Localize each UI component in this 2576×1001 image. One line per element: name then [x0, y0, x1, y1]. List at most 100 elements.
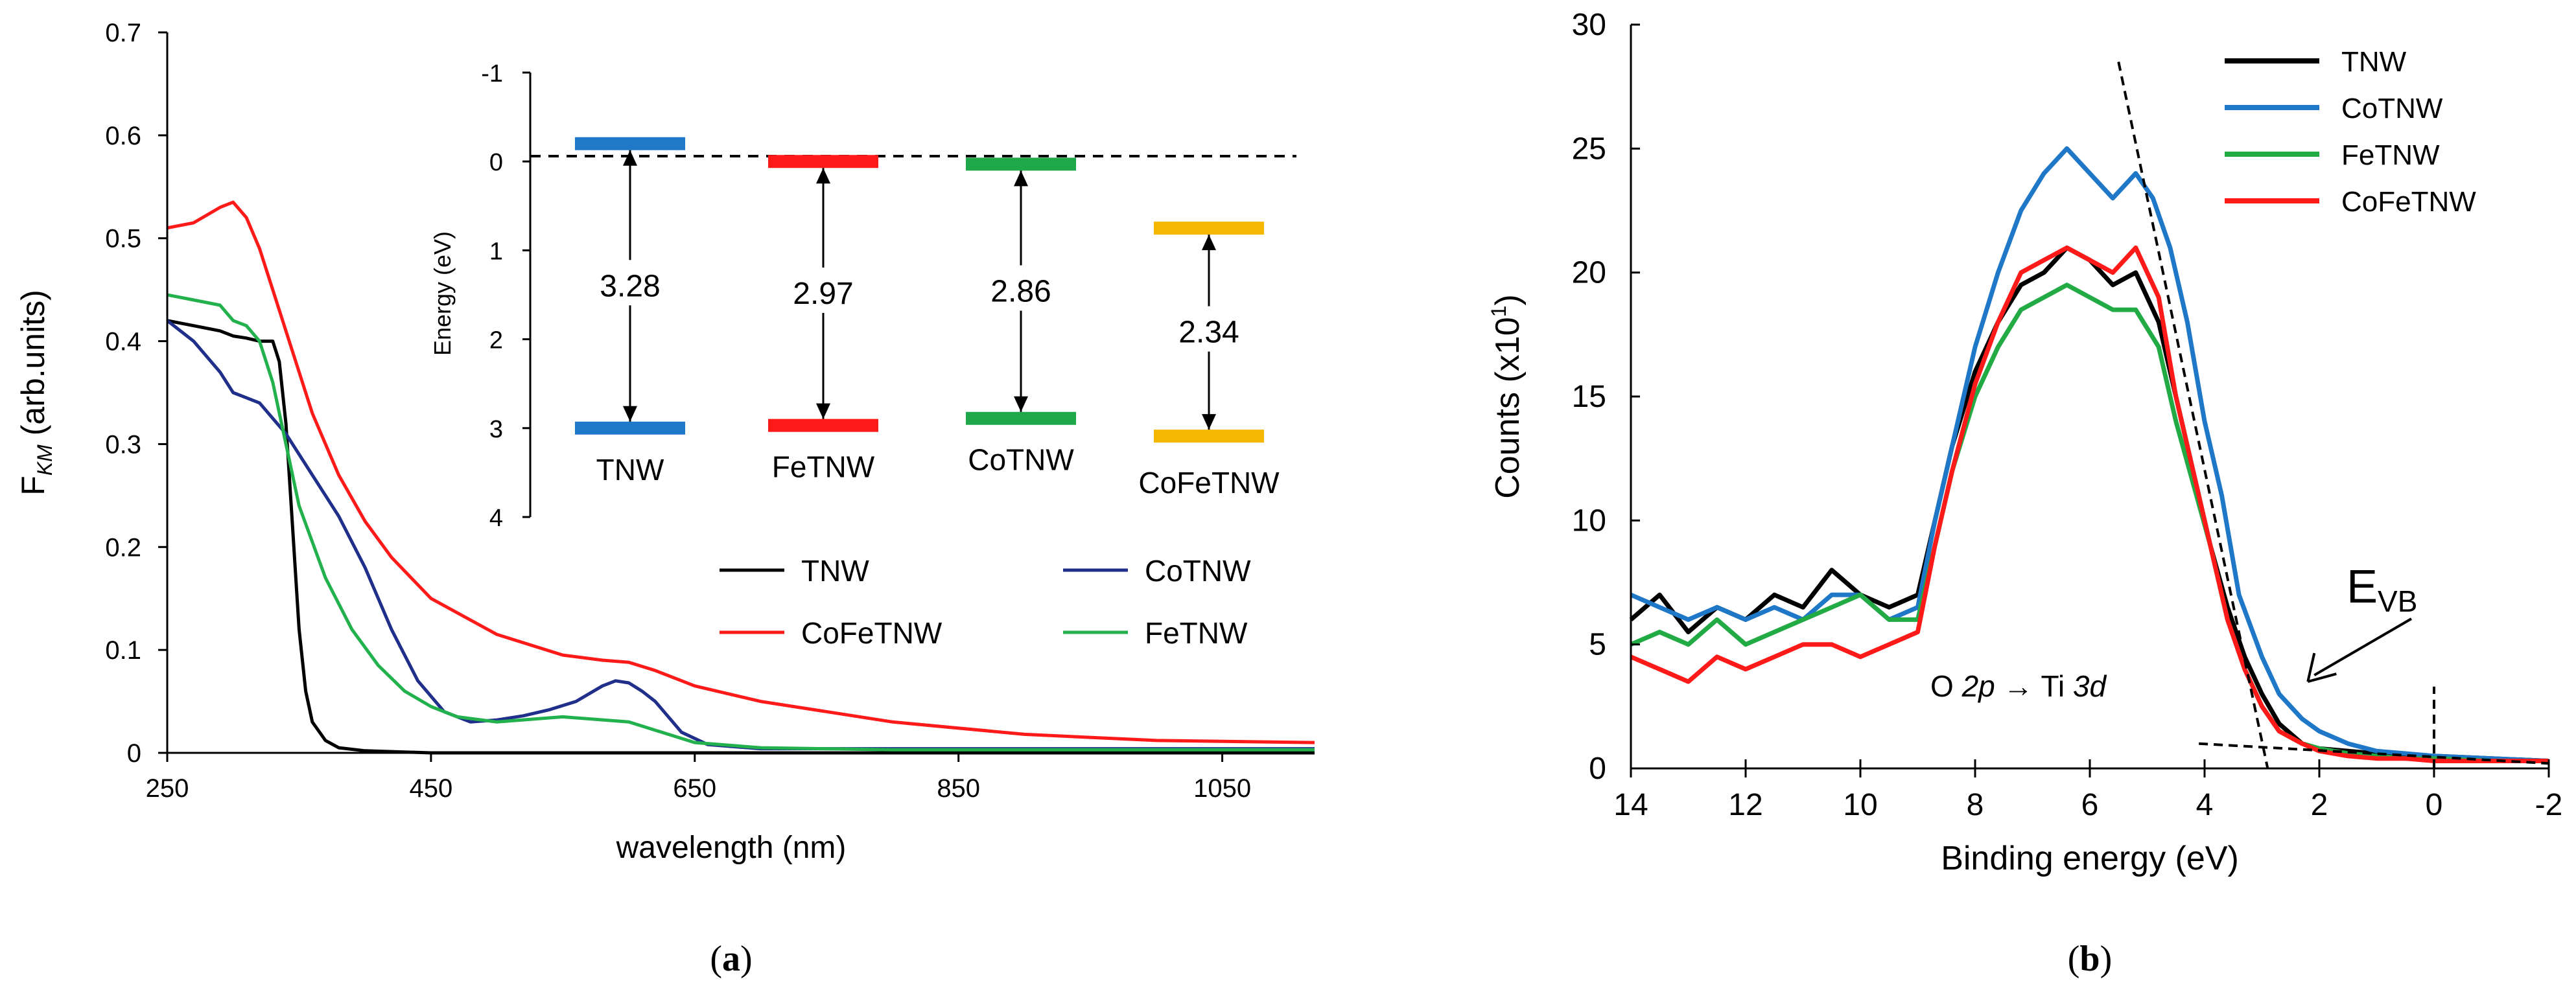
b-x-tick-label-12: 12 — [1728, 788, 1762, 822]
evb-sub: VB — [2378, 584, 2417, 618]
panel-a-x-label: wavelength (nm) — [616, 831, 847, 865]
panel-b-ylabel-sup: 1 — [1487, 306, 1510, 317]
x-tick-label-650: 650 — [673, 774, 716, 803]
panel-b-y-label: Counts (x101) — [1487, 294, 1527, 499]
b-x-tick-label-8: 8 — [1967, 788, 1984, 822]
b-y-tick-label-10: 10 — [1572, 503, 1606, 538]
b-y-tick-label-0: 0 — [1589, 752, 1606, 786]
panel-a-ylabel-rest: (arb.units) — [15, 290, 51, 444]
panel-b-x-label: Binding energy (eV) — [1941, 840, 2239, 877]
band-arrowhead-down-cotnw — [1014, 396, 1028, 412]
legend-label-cofetnw: CoFeTNW — [801, 616, 943, 650]
legend-b-label-cotnw: CoTNW — [2341, 93, 2443, 124]
b-y-tick-label-30: 30 — [1572, 8, 1606, 42]
band-gap-label-cofetnw: 2.34 — [1178, 316, 1239, 350]
band-sample-label-tnw: TNW — [596, 453, 664, 487]
series-line-fetnw — [167, 293, 1315, 752]
band-sample-label-cofetnw: CoFeTNW — [1138, 466, 1280, 500]
panel-b-caption-close: ) — [2100, 939, 2113, 979]
band-arrowhead-up-cotnw — [1014, 170, 1028, 187]
x-tick-label-450: 450 — [410, 774, 453, 803]
b-x-tick-label-10: 10 — [1843, 788, 1877, 822]
b-x-tick-label-2: 2 — [2311, 788, 2328, 822]
band-arrowhead-down-fetnw — [816, 403, 830, 419]
legend-b-label-cofetnw: CoFeTNW — [2341, 186, 2476, 218]
band-arrowhead-up-cofetnw — [1202, 235, 1216, 251]
panel-b-caption-open: ( — [2068, 939, 2080, 979]
inset-bands: 3.28 TNW 2.97 FeTNW 2.86 CoTNW 2.34 CoFeTNW — [575, 137, 1280, 500]
legend-label-cotnw: CoTNW — [1145, 554, 1251, 588]
legend-label-tnw: TNW — [801, 554, 869, 588]
b-y-tick-label-5: 5 — [1589, 628, 1606, 662]
b-x-tick-label-4: 4 — [2196, 788, 2214, 822]
panel-a-caption-close: ) — [740, 939, 753, 979]
evb-arrow-head — [2306, 652, 2337, 683]
band-arrowhead-down-cofetnw — [1202, 414, 1216, 430]
svg-text:FKM (arb.units): FKM (arb.units) — [15, 290, 56, 496]
evb-main: E — [2347, 561, 2378, 613]
y-tick-label-0: 0 — [127, 739, 141, 768]
inset-y-label: Energy (eV) — [429, 231, 456, 356]
inset-y-label-group: Energy (eV) — [429, 231, 456, 356]
x-tick-label-1050: 1050 — [1193, 774, 1251, 803]
panel-b-ylabel-end: ) — [1489, 294, 1527, 305]
band-gap-label-tnw: 3.28 — [600, 269, 660, 303]
panel-a: 250 450 650 850 1050 0 0.1 0.2 0.3 0.4 0.5 0.6 0.7 F… — [15, 19, 1315, 979]
svg-text:Counts (x101): Counts (x101) — [1487, 294, 1527, 499]
inset-y-tick-label-4: 4 — [489, 505, 503, 532]
band-gap-label-bg-fetnw — [787, 267, 860, 313]
band-gap-label-cotnw: 2.86 — [990, 275, 1051, 309]
panel-a-y-label: FKM (arb.units) — [15, 290, 56, 496]
series-line-tnw — [167, 319, 1315, 755]
inset-y-tick-label-3: 3 — [489, 416, 503, 443]
band-arrowhead-up-tnw — [623, 150, 637, 166]
b-y-tick-label-25: 25 — [1572, 132, 1606, 166]
band-sample-label-fetnw: FeTNW — [772, 450, 875, 484]
b-x-tick-label-6: 6 — [2081, 788, 2099, 822]
transition-label: O 2p → Ti 3d — [1930, 669, 2107, 703]
panel-b-plot-area — [1629, 61, 2549, 769]
y-tick-label-0-7: 0.7 — [105, 19, 141, 47]
b-x-tick-label-14: 14 — [1613, 788, 1648, 822]
b-y-tick-label-20: 20 — [1572, 256, 1606, 290]
panel-b-caption: (b) — [2068, 939, 2112, 979]
transition-part-c: → Ti — [1995, 669, 2073, 703]
panel-a-ticks: 250 450 650 850 1050 0 0.1 0.2 0.3 0.4 0.5 0.6 0.7 — [105, 19, 1251, 803]
x-tick-label-250: 250 — [146, 774, 189, 803]
transition-part-b: 2p — [1961, 669, 1995, 703]
y-tick-label-0-3: 0.3 — [105, 430, 141, 459]
y-tick-label-0-2: 0.2 — [105, 533, 141, 562]
panel-b-caption-letter: b — [2079, 939, 2100, 979]
y-tick-label-0-4: 0.4 — [105, 328, 141, 356]
legend-b-label-fetnw: FeTNW — [2341, 139, 2440, 171]
panel-a-ylabel-main: F — [15, 476, 51, 496]
b-y-tick-label-15: 15 — [1572, 380, 1606, 414]
legend-label-fetnw: FeTNW — [1145, 616, 1248, 650]
evb-label: EVB — [2347, 561, 2417, 618]
panel-a-legend: TNW CoTNW CoFeTNW FeTNW — [720, 554, 1251, 650]
panel-a-caption-letter: a — [722, 939, 740, 979]
panel-b-legend: TNW CoTNW FeTNW CoFeTNW — [2225, 46, 2476, 218]
band-sample-label-cotnw: CoTNW — [968, 443, 1074, 477]
inset-y-tick-label-1: 1 — [489, 238, 503, 265]
band-arrowhead-up-fetnw — [816, 168, 830, 184]
y-tick-label-0-6: 0.6 — [105, 122, 141, 150]
tangent-line-leading-edge — [2117, 61, 2269, 769]
inset-y-tick-label--1: -1 — [481, 60, 503, 87]
panel-a-ylabel-sub: KM — [33, 444, 56, 476]
panel-a-caption: (a) — [710, 939, 752, 979]
band-gap-label-bg-cofetnw — [1173, 306, 1245, 352]
inset-ticks: -1 0 1 2 3 4 — [481, 60, 530, 532]
series-line-cofetnw — [167, 200, 1315, 744]
b-x-tick-label--2: -2 — [2535, 788, 2563, 822]
legend-b-label-tnw: TNW — [2341, 46, 2407, 78]
band-gap-label-bg-cotnw — [985, 265, 1057, 311]
y-tick-label-0-5: 0.5 — [105, 225, 141, 253]
series-line-cotnw — [166, 319, 1315, 751]
inset-y-tick-label-2: 2 — [489, 327, 503, 354]
y-tick-label-0-1: 0.1 — [105, 636, 141, 665]
b-x-tick-label-0: 0 — [2426, 788, 2443, 822]
